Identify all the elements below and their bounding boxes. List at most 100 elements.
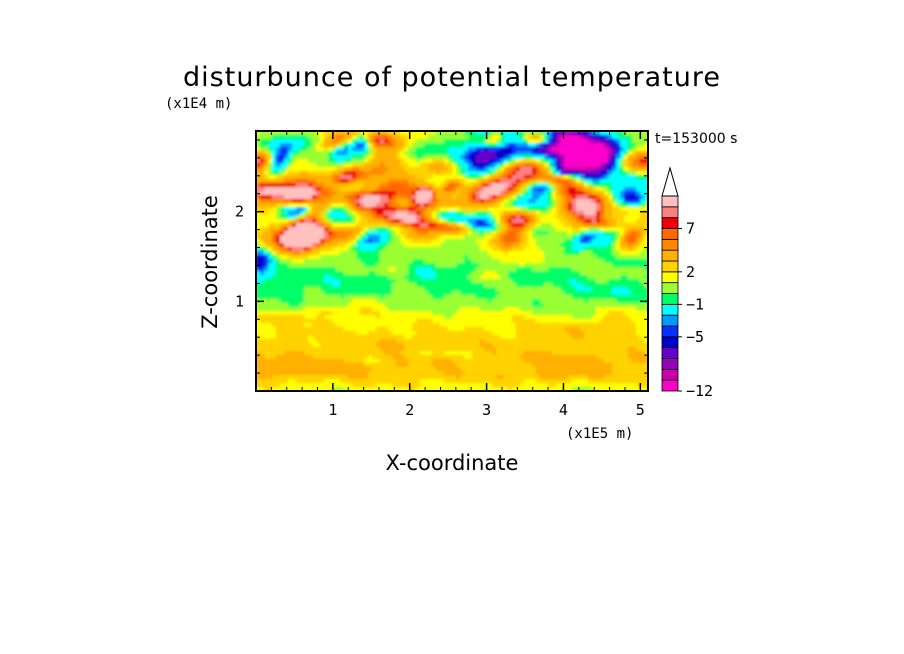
field-cell — [560, 207, 565, 212]
field-cell — [256, 251, 261, 256]
field-cell — [452, 307, 457, 312]
field-cell — [332, 327, 337, 332]
field-cell — [508, 355, 513, 360]
field-cell — [292, 331, 297, 336]
field-cell — [288, 315, 293, 320]
field-cell — [308, 283, 313, 288]
field-cell — [512, 315, 517, 320]
field-cell — [296, 211, 301, 216]
field-cell — [268, 171, 273, 176]
field-cell — [288, 327, 293, 332]
field-cell — [256, 215, 261, 220]
field-cell — [428, 227, 433, 232]
field-cell — [440, 211, 445, 216]
field-cell — [464, 279, 469, 284]
field-cell — [512, 247, 517, 252]
field-cell — [324, 155, 329, 160]
field-cell — [368, 263, 373, 268]
field-cell — [372, 211, 377, 216]
field-cell — [508, 327, 513, 332]
field-cell — [300, 263, 305, 268]
field-cell — [336, 291, 341, 296]
field-cell — [440, 331, 445, 336]
field-cell — [428, 215, 433, 220]
field-cell — [536, 367, 541, 372]
field-cell — [488, 383, 493, 388]
field-cell — [364, 375, 369, 380]
field-cell — [524, 151, 529, 156]
field-cell — [264, 231, 269, 236]
field-cell — [484, 271, 489, 276]
field-cell — [536, 155, 541, 160]
field-cell — [396, 235, 401, 240]
field-cell — [456, 199, 461, 204]
field-cell — [460, 231, 465, 236]
field-cell — [288, 303, 293, 308]
field-cell — [456, 219, 461, 224]
field-cell — [376, 215, 381, 220]
field-cell — [500, 275, 505, 280]
field-cell — [296, 291, 301, 296]
field-cell — [544, 355, 549, 360]
field-cell — [496, 135, 501, 140]
field-cell — [404, 387, 409, 391]
field-cell — [336, 251, 341, 256]
field-cell — [340, 143, 345, 148]
field-cell — [296, 183, 301, 188]
field-cell — [340, 187, 345, 192]
field-cell — [452, 363, 457, 368]
field-cell — [532, 275, 537, 280]
field-cell — [556, 335, 561, 340]
field-cell — [388, 295, 393, 300]
field-cell — [504, 219, 509, 224]
field-cell — [316, 363, 321, 368]
field-cell — [340, 375, 345, 380]
field-cell — [440, 195, 445, 200]
field-cell — [384, 223, 389, 228]
field-cell — [280, 131, 285, 136]
field-cell — [460, 131, 465, 136]
field-cell — [420, 215, 425, 220]
field-cell — [368, 359, 373, 364]
field-cell — [428, 331, 433, 336]
field-cell — [356, 291, 361, 296]
field-cell — [456, 227, 461, 232]
field-cell — [304, 363, 309, 368]
field-cell — [328, 283, 333, 288]
field-cell — [432, 155, 437, 160]
field-cell — [508, 259, 513, 264]
field-cell — [400, 255, 405, 260]
field-cell — [560, 187, 565, 192]
field-cell — [536, 199, 541, 204]
field-cell — [540, 131, 545, 136]
field-cell — [400, 211, 405, 216]
field-cell — [392, 339, 397, 344]
field-cell — [500, 163, 505, 168]
field-cell — [488, 363, 493, 368]
field-cell — [456, 319, 461, 324]
field-cell — [300, 283, 305, 288]
field-cell — [540, 331, 545, 336]
field-cell — [528, 327, 533, 332]
field-cell — [372, 267, 377, 272]
field-cell — [356, 171, 361, 176]
field-cell — [516, 187, 521, 192]
field-cell — [524, 223, 529, 228]
field-cell — [376, 151, 381, 156]
field-cell — [548, 259, 553, 264]
field-cell — [304, 367, 309, 372]
field-cell — [452, 259, 457, 264]
field-cell — [300, 239, 305, 244]
field-cell — [468, 299, 473, 304]
field-cell — [536, 223, 541, 228]
field-cell — [512, 311, 517, 316]
field-cell — [404, 295, 409, 300]
field-cell — [444, 331, 449, 336]
field-cell — [344, 179, 349, 184]
field-cell — [532, 167, 537, 172]
field-cell — [512, 187, 517, 192]
field-cell — [448, 223, 453, 228]
field-cell — [548, 355, 553, 360]
field-cell — [316, 299, 321, 304]
field-cell — [352, 143, 357, 148]
